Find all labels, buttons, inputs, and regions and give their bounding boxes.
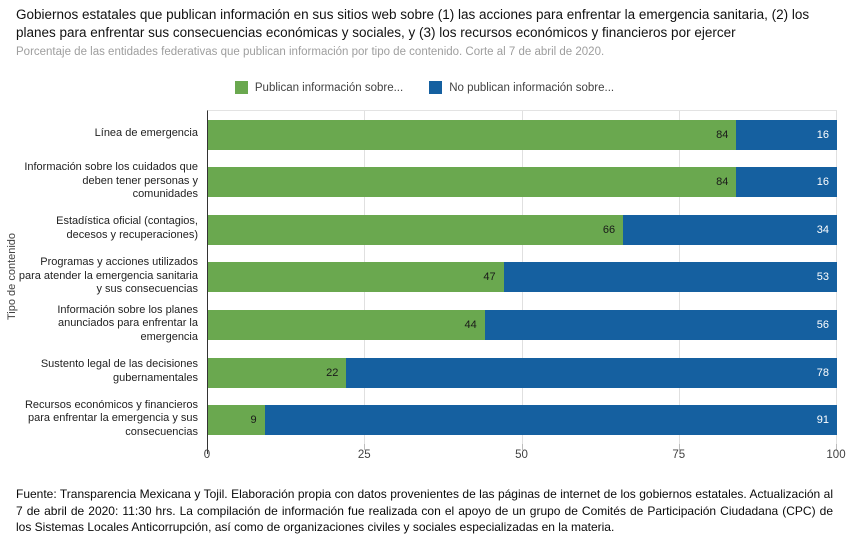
x-axis-tick-label: 50 — [515, 449, 528, 461]
legend-label-no-publican: No publican información sobre... — [449, 81, 615, 94]
category-label-text: Información sobre los cuidados que deben… — [24, 161, 198, 201]
bar-segment-no-publican: 78 — [346, 357, 837, 388]
value-label-no-publican: 78 — [816, 366, 829, 379]
value-label-no-publican: 16 — [816, 128, 829, 141]
bar-row: 84 16 — [208, 111, 837, 159]
category-label: Línea de emergencia — [16, 110, 198, 158]
bar-segment-publican: 84 — [208, 119, 737, 150]
legend-item-no-publican: No publican información sobre... — [429, 81, 614, 94]
x-axis-tick-label: 25 — [357, 449, 371, 461]
legend-swatch-no-publican-icon — [429, 81, 443, 94]
bar-row: 47 53 — [208, 254, 837, 302]
legend-label-publican: Publican información sobre... — [254, 81, 404, 94]
bar-segment-publican: 9 — [208, 405, 265, 436]
category-label: Estadística oficial (contagios, decesos … — [16, 205, 198, 253]
value-label-no-publican: 53 — [816, 271, 829, 284]
bar-segment-publican: 66 — [208, 214, 624, 245]
bar-row: 66 34 — [208, 206, 837, 254]
x-axis-tick-label: 75 — [672, 449, 686, 461]
category-label: Programas y acciones utilizados para ate… — [16, 253, 198, 301]
legend: Publican información sobre... No publica… — [0, 80, 849, 95]
value-label-publican: 9 — [250, 414, 257, 427]
bar-segment-no-publican: 56 — [484, 310, 837, 341]
plot-area: 84 16 84 16 66 34 47 53 44 56 22 78 9 91 — [207, 110, 837, 454]
category-label-text: Programas y acciones utilizados para ate… — [18, 256, 198, 296]
bar-track: 9 91 — [208, 405, 837, 436]
source-note: Fuente: Transparencia Mexicana y Tojil. … — [16, 487, 833, 534]
value-label-no-publican: 34 — [816, 223, 829, 236]
bar-track: 84 16 — [208, 167, 837, 198]
bar-row: 9 91 — [208, 396, 837, 444]
value-label-publican: 44 — [464, 319, 477, 332]
legend-swatch-publican-icon — [234, 81, 248, 94]
value-label-no-publican: 91 — [816, 414, 829, 427]
x-axis-tick-label: 100 — [826, 449, 846, 461]
bar-track: 66 34 — [208, 214, 837, 245]
category-label: Información sobre los cuidados que deben… — [16, 158, 198, 206]
value-label-publican: 47 — [483, 271, 496, 284]
bar-segment-no-publican: 16 — [736, 167, 837, 198]
legend-item-publican: Publican información sobre... — [234, 81, 404, 94]
chart-subtitle: Porcentaje de las entidades federativas … — [16, 46, 605, 58]
bar-row: 22 78 — [208, 349, 837, 397]
category-label-text: Información sobre los planes anunciados … — [57, 303, 198, 343]
category-label-column: Línea de emergencia Información sobre los… — [16, 110, 202, 443]
category-label-text: Línea de emergencia — [94, 127, 198, 140]
value-label-no-publican: 16 — [816, 176, 829, 189]
bar-segment-no-publican: 91 — [264, 405, 837, 436]
bar-segment-no-publican: 53 — [503, 262, 837, 293]
value-label-publican: 84 — [716, 128, 729, 141]
bar-row: 44 56 — [208, 301, 837, 349]
value-label-publican: 66 — [602, 223, 616, 236]
value-label-no-publican: 56 — [816, 319, 829, 332]
bar-segment-publican: 22 — [208, 357, 347, 388]
category-label: Información sobre los planes anunciados … — [16, 300, 198, 348]
category-label-text: Estadística oficial (contagios, decesos … — [56, 215, 198, 241]
bar-segment-publican: 84 — [208, 167, 737, 198]
axis-tick — [678, 444, 680, 450]
bar-segment-publican: 44 — [208, 310, 485, 341]
value-label-publican: 22 — [326, 366, 339, 379]
bar-row: 84 16 — [208, 159, 837, 207]
value-label-publican: 84 — [716, 176, 729, 189]
category-label-text: Recursos económicos y financieros para e… — [24, 398, 198, 438]
bar-segment-no-publican: 16 — [736, 119, 837, 150]
axis-tick — [364, 444, 366, 450]
axis-tick — [836, 444, 837, 450]
axis-tick — [521, 444, 523, 450]
bar-track: 22 78 — [208, 357, 837, 388]
category-label: Sustento legal de las decisiones guberna… — [16, 348, 198, 396]
x-axis: 0 25 50 75 100 — [203, 449, 846, 463]
bar-segment-publican: 47 — [208, 262, 504, 293]
bar-track: 47 53 — [208, 262, 837, 293]
bar-track: 84 16 — [208, 119, 837, 150]
chart-title: Gobiernos estatales que publican informa… — [16, 7, 810, 40]
x-axis-tick-label: 0 — [203, 449, 211, 461]
category-label-text: Sustento legal de las decisiones guberna… — [40, 358, 198, 384]
bar-segment-no-publican: 34 — [623, 214, 837, 245]
category-label: Recursos económicos y financieros para e… — [16, 395, 198, 443]
bar-track: 44 56 — [208, 310, 837, 341]
axis-tick — [207, 444, 208, 454]
